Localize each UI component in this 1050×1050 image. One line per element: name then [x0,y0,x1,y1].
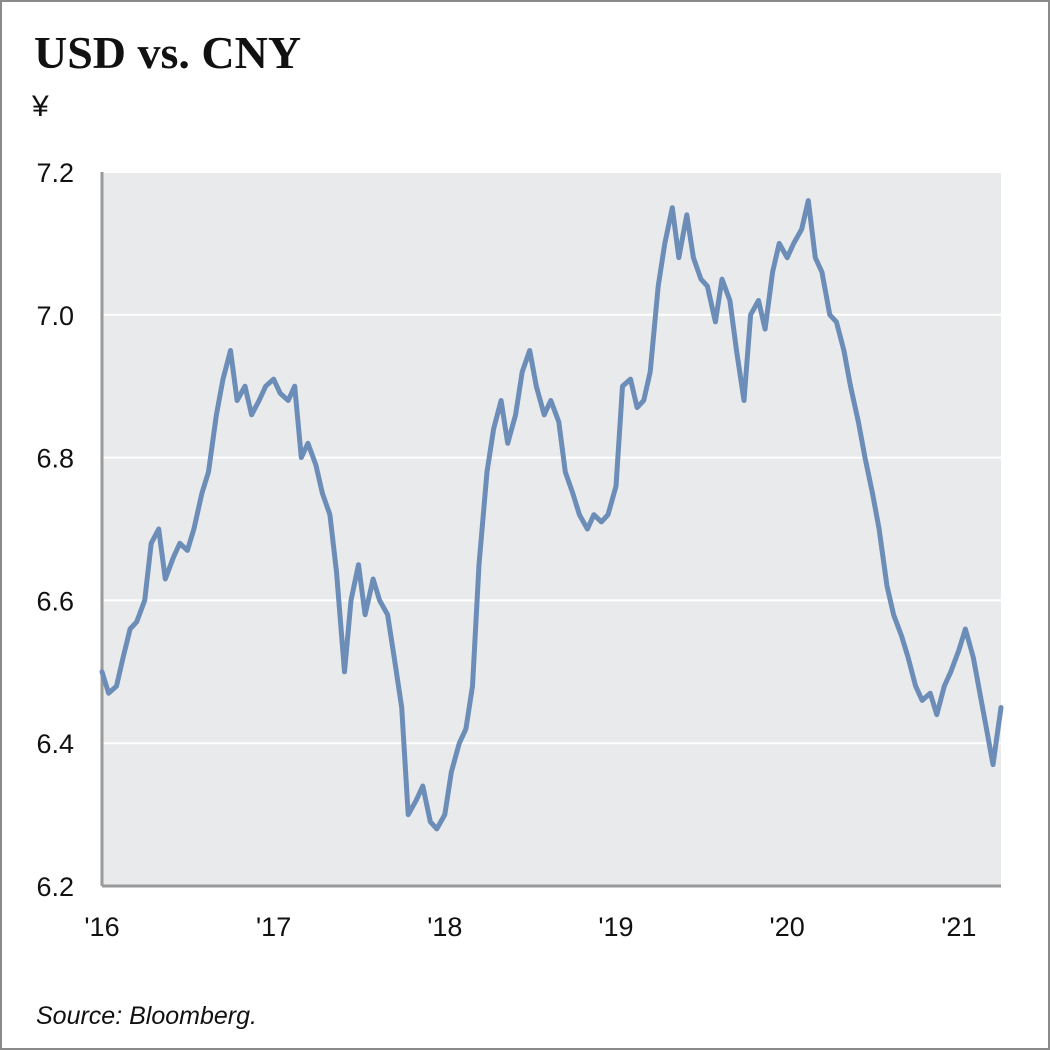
x-tick-label: '19 [598,912,633,942]
y-axis-unit-label: ¥ [32,90,49,123]
y-tick-label: 7.2 [36,158,74,188]
gridlines [102,171,1001,745]
x-axis-ticks: '16 '17 '18 '19 '20 '21 [84,912,976,942]
y-tick-label: 6.6 [36,586,74,616]
series-line-usd-cny [99,198,1004,832]
x-tick-label: '20 [770,912,805,942]
plot-area [102,172,1001,886]
x-tick-label: '18 [427,912,462,942]
source-note: Source: Bloomberg. [36,1002,257,1030]
chart-title: USD vs. CNY [34,27,302,78]
y-tick-label: 6.4 [36,729,74,759]
x-tick-label: '16 [84,912,119,942]
x-tick-label: '21 [941,912,976,942]
y-axis-ticks: 6.2 6.4 6.6 6.8 7.0 7.2 [36,158,74,902]
y-tick-label: 6.8 [36,444,74,474]
x-tick-label: '17 [256,912,291,942]
y-tick-label: 7.0 [36,301,74,331]
y-tick-label: 6.2 [36,872,74,902]
